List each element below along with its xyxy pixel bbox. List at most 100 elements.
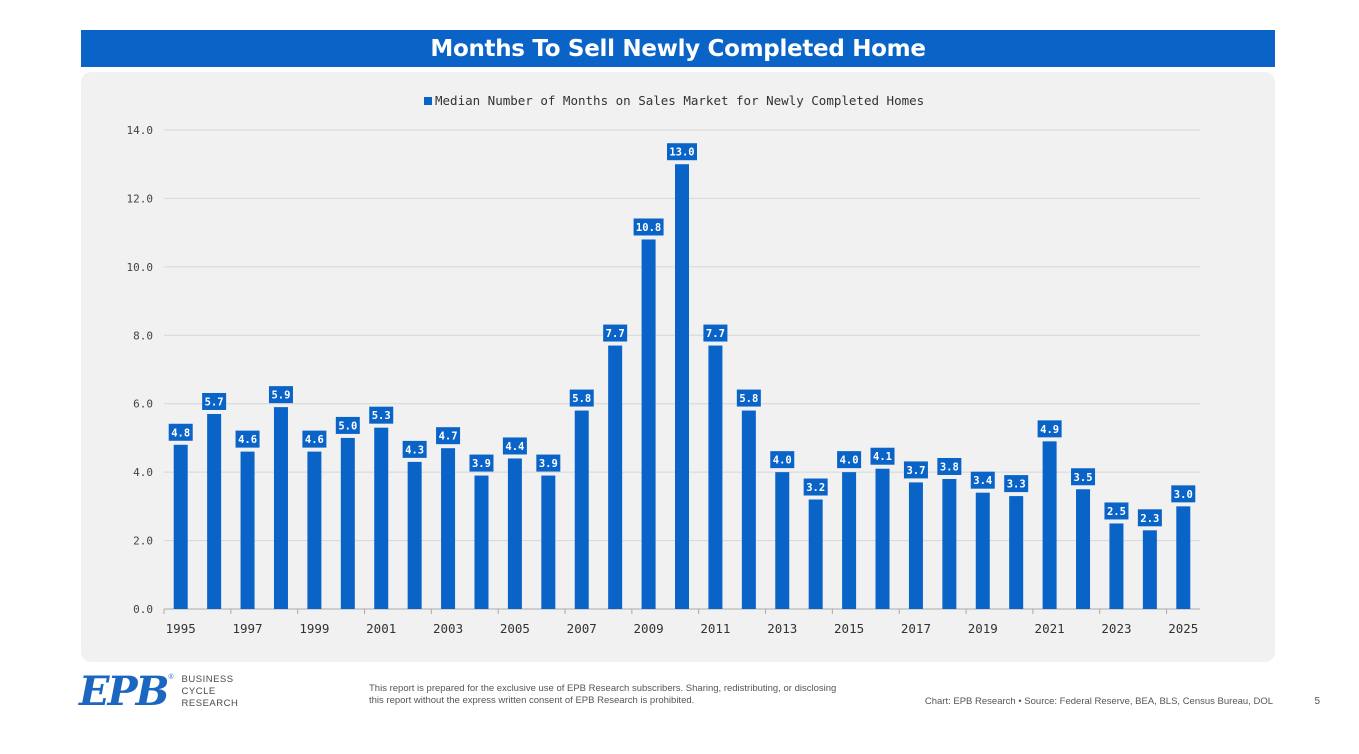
- data-label-bg: [536, 454, 561, 472]
- bar-2022: [1076, 489, 1091, 609]
- data-label-bg: [1071, 468, 1096, 486]
- data-label: 3.7: [906, 465, 925, 477]
- page-number: 5: [1314, 696, 1320, 707]
- source-text: Chart: EPB Research • Source: Federal Re…: [924, 696, 1273, 707]
- data-label-bg: [870, 447, 895, 465]
- x-tick-label: 2003: [433, 621, 463, 636]
- bar-1998: [273, 407, 288, 609]
- x-tick-label: 2017: [901, 621, 931, 636]
- data-label: 5.7: [205, 396, 224, 408]
- data-label-bg: [937, 457, 962, 475]
- bar-2021: [1042, 441, 1057, 609]
- bar-2008: [608, 345, 623, 609]
- y-tick-label: 4.0: [133, 466, 153, 479]
- data-label: 3.5: [1074, 472, 1093, 484]
- legend-swatch: [424, 97, 432, 105]
- legend-label: Median Number of Months on Sales Market …: [435, 93, 924, 108]
- bar-2009: [641, 239, 656, 609]
- x-tick-label: 1995: [166, 621, 196, 636]
- data-label: 10.8: [636, 222, 661, 234]
- x-tick-label: 2015: [834, 621, 864, 636]
- x-tick-label: 1999: [299, 621, 329, 636]
- bar-2016: [875, 468, 890, 609]
- bar-2004: [474, 475, 489, 609]
- bar-2000: [340, 437, 355, 609]
- data-label-bg: [803, 478, 828, 496]
- data-label-bg: [436, 427, 461, 445]
- data-label-bg: [268, 386, 293, 404]
- data-label: 4.8: [171, 427, 190, 439]
- chart-title-bar: Months To Sell Newly Completed Home: [81, 30, 1275, 67]
- bar-2018: [942, 478, 957, 609]
- data-label: 4.6: [238, 434, 257, 446]
- bar-2002: [407, 461, 422, 609]
- data-label: 3.8: [940, 461, 959, 473]
- x-tick-label: 2019: [968, 621, 998, 636]
- data-label: 3.2: [806, 482, 825, 494]
- bar-2010: [675, 164, 689, 609]
- x-tick-label: 2009: [634, 621, 664, 636]
- data-label-bg: [369, 406, 394, 424]
- y-tick-label: 0.0: [133, 603, 153, 616]
- data-label-bg: [202, 392, 227, 410]
- bar-2025: [1176, 506, 1191, 609]
- data-label: 5.0: [338, 420, 357, 432]
- y-tick-label: 12.0: [127, 192, 154, 205]
- data-label-bg: [770, 451, 795, 469]
- data-label: 5.9: [271, 390, 290, 402]
- bar-2003: [441, 448, 456, 609]
- bar-2006: [541, 475, 556, 609]
- data-label: 4.3: [405, 444, 424, 456]
- x-tick-label: 1997: [232, 621, 262, 636]
- data-label: 2.3: [1140, 513, 1159, 525]
- data-label-bg: [603, 324, 628, 342]
- data-label-bg: [1171, 485, 1196, 503]
- data-label: 4.4: [505, 441, 524, 453]
- chart-panel: Median Number of Months on Sales Market …: [81, 72, 1275, 662]
- data-label-bg: [302, 430, 327, 448]
- y-tick-label: 6.0: [133, 398, 153, 411]
- data-label: 4.7: [439, 431, 458, 443]
- x-tick-label: 2013: [767, 621, 797, 636]
- bar-2007: [574, 410, 589, 609]
- x-tick-label: 2011: [700, 621, 730, 636]
- bar-chart: Median Number of Months on Sales Market …: [127, 93, 1200, 636]
- logo-word-3: RESEARCH: [181, 698, 239, 709]
- y-tick-label: 8.0: [133, 329, 153, 342]
- logo-mark: EPB: [79, 668, 169, 715]
- data-label-bg: [1004, 475, 1029, 493]
- bar-1995: [173, 444, 188, 609]
- x-tick-label: 2001: [366, 621, 396, 636]
- bar-2023: [1109, 523, 1124, 609]
- data-label-bg: [168, 423, 193, 441]
- y-tick-label: 2.0: [133, 535, 153, 548]
- data-label: 5.8: [739, 393, 758, 405]
- bar-2019: [975, 492, 990, 609]
- logo-word-2: CYCLE: [181, 686, 216, 697]
- x-tick-label: 2025: [1168, 621, 1198, 636]
- data-label: 5.3: [372, 410, 391, 422]
- data-label: 13.0: [669, 147, 694, 159]
- data-label-bg: [469, 454, 494, 472]
- data-label: 4.0: [840, 455, 859, 467]
- data-label-bg: [502, 437, 527, 455]
- data-label: 4.6: [305, 434, 324, 446]
- disclaimer-text: This report is prepared for the exclusiv…: [369, 683, 837, 706]
- data-label: 3.9: [539, 458, 558, 470]
- data-label-bg: [667, 143, 697, 161]
- data-label: 3.4: [973, 475, 992, 487]
- data-label: 4.1: [873, 451, 892, 463]
- data-label-bg: [903, 461, 928, 479]
- logo-word-1: BUSINESS: [181, 674, 234, 685]
- bar-2020: [1009, 496, 1024, 609]
- data-label: 7.7: [606, 328, 625, 340]
- bar-2015: [842, 472, 857, 609]
- logo-words: BUSINESS CYCLE RESEARCH: [182, 674, 239, 710]
- data-label: 3.3: [1007, 479, 1026, 491]
- data-label-bg: [736, 389, 761, 407]
- x-tick-label: 2023: [1101, 621, 1131, 636]
- bar-2012: [741, 410, 756, 609]
- bar-2014: [808, 499, 823, 609]
- data-label-bg: [402, 440, 427, 458]
- x-tick-label: 2021: [1035, 621, 1065, 636]
